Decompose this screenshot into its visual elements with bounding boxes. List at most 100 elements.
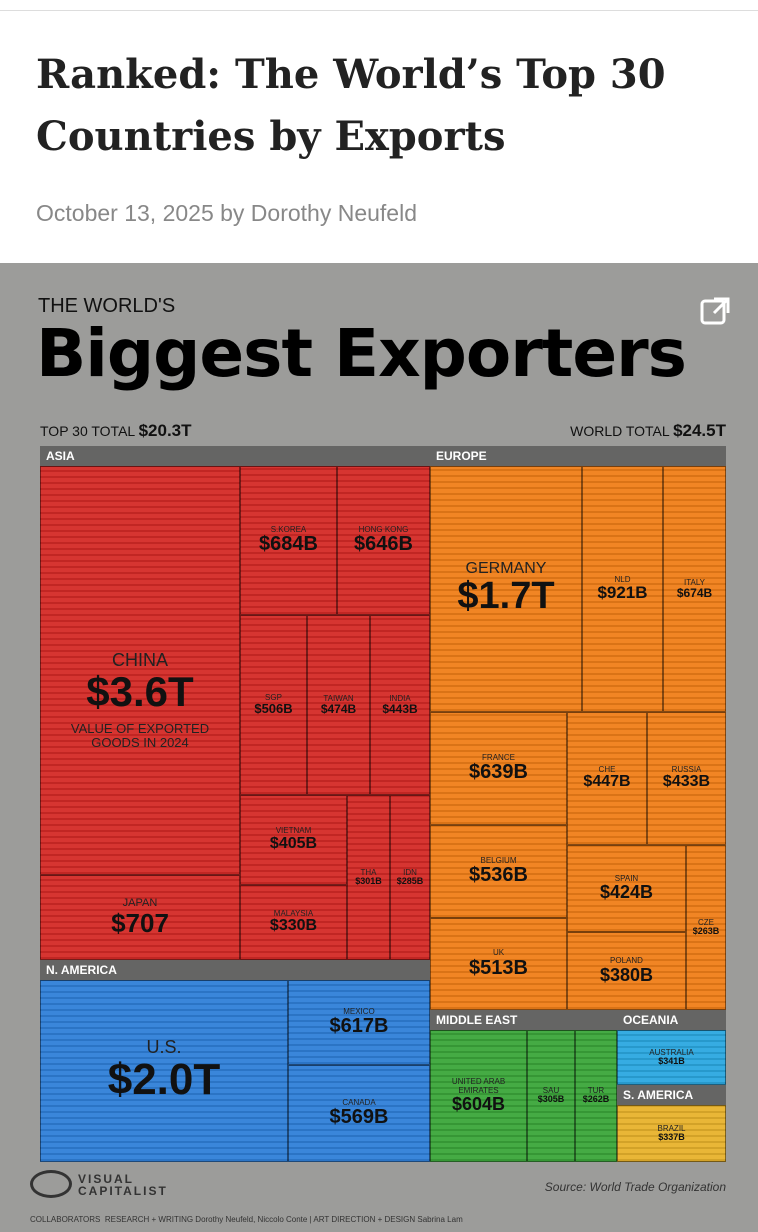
country-name: CANADA [342,1097,376,1107]
region-header: S. AMERICA [617,1085,726,1105]
country-name: CHE [598,764,616,774]
country-name: SGP [265,692,282,702]
country-name: THA [360,867,377,877]
country-tile: HONG KONG $646B [337,466,430,615]
country-name: CZE [698,917,714,927]
country-tile: U.S. $2.0T [40,980,288,1162]
country-tile: SAU $305B [527,1030,575,1162]
country-tile: S.KOREA $684B [240,466,337,615]
country-value: $707 [111,907,169,938]
infographic: THE WORLD'S Biggest Exporters TOP 30 TOT… [0,263,758,1232]
region-header: EUROPE [430,446,726,466]
world-total-label: WORLD TOTAL [570,423,670,439]
country-value: $443B [382,701,418,716]
credits: COLLABORATORS RESEARCH + WRITING Dorothy… [30,1215,463,1224]
country-name: BRAZIL [657,1123,686,1133]
source: Source: World Trade Organization [544,1180,726,1194]
country-name: UK [492,948,505,958]
divider [0,10,758,11]
country-tile: FRANCE $639B [430,712,567,825]
expand-icon[interactable] [700,295,732,327]
country-name: VIETNAM [275,826,312,836]
country-value: $1.7T [457,575,555,618]
country-tile: CHE $447B [567,712,647,845]
country-name: FRANCE [482,752,515,762]
country-value: $380B [599,964,654,985]
country-value: $405B [269,834,318,852]
infographic-title: Biggest Exporters [36,315,687,392]
country-tile: MEXICO $617B [288,980,430,1065]
kicker: THE WORLD'S [38,295,176,317]
country-name: NLD [614,574,631,584]
country-tile: BELGIUM $536B [430,825,567,918]
treemap: CHINA $3.6T VALUE OF EXPORTED GOODS IN 202… [0,263,758,1232]
country-name: MALAYSIA [273,908,314,918]
top-total: TOP 30 TOTAL $20.3T [40,421,192,441]
country-value: $617B [329,1015,389,1038]
country-name: SAU [542,1086,560,1096]
country-name: GERMANY [465,559,547,577]
country-tile: IDN $285B [390,795,430,960]
country-tile: AUSTRALIA $341B [617,1030,726,1085]
country-value: $424B [599,882,654,903]
country-tile: GERMANY $1.7T [430,466,582,712]
country-name: CHINA [111,650,168,671]
country-name: HONG KONG [358,524,409,534]
country-tile: TAIWAN $474B [307,615,370,795]
country-tile: UK $513B [430,918,567,1010]
country-tile: ITALY $674B [663,466,726,712]
country-name: ITALY [683,577,706,587]
country-value: $536B [469,864,528,887]
country-tile: CHINA $3.6T VALUE OF EXPORTED GOODS IN 202… [40,466,240,875]
country-name: TAIWAN [323,693,354,703]
country-tile: VIETNAM $405B [240,795,347,885]
country-tile: UNITED ARAB EMIRATES $604B [430,1030,527,1162]
country-value: $263B [692,925,720,936]
world-total: WORLD TOTAL $24.5T [570,421,726,441]
country-name: UNITED ARAB EMIRATES [451,1077,506,1095]
country-name: SPAIN [614,873,639,883]
country-name: IDN [403,867,417,877]
country-value: $604B [451,1093,506,1114]
country-tile: MALAYSIA $330B [240,885,347,960]
country-value: $639B [469,761,528,784]
country-tile: JAPAN $707 [40,875,240,960]
country-name: S.KOREA [270,524,307,534]
country-tile: CZE $263B [686,845,726,1010]
country-name: POLAND [610,956,643,966]
country-tile: SGP $506B [240,615,307,795]
country-name: AUSTRALIA [649,1047,694,1057]
country-tile: THA $301B [347,795,390,960]
country-value: $433B [662,773,711,791]
country-tile: RUSSIA $433B [647,712,726,845]
country-name: MEXICO [343,1006,375,1016]
region-header: N. AMERICA [40,960,430,980]
country-value: $3.6T [86,668,194,716]
article-title: Ranked: The World’s Top 30 Countries by … [36,51,666,160]
country-note: VALUE OF EXPORTED GOODS IN 2024 [70,721,210,750]
brand-logo [30,1170,72,1198]
region-header: OCEANIA [617,1010,726,1030]
country-value: $285B [396,875,424,886]
country-name: U.S. [146,1037,182,1058]
country-value: $341B [658,1055,685,1066]
country-value: $301B [355,875,382,886]
country-tile: TUR $262B [575,1030,617,1162]
region-header: ASIA [40,446,430,466]
country-name: TUR [587,1086,605,1096]
country-name: BELGIUM [480,855,517,865]
country-value: $262B [582,1094,610,1105]
country-value: $474B [320,701,357,716]
country-tile: SPAIN $424B [567,845,686,932]
country-name: INDIA [389,693,411,703]
country-value: $2.0T [107,1055,221,1105]
country-value: $337B [658,1131,685,1142]
country-tile: NLD $921B [582,466,663,712]
country-tile: CANADA $569B [288,1065,430,1162]
country-value: $674B [676,585,713,600]
country-value: $305B [537,1094,565,1105]
country-value: $684B [259,533,318,556]
country-tile: BRAZIL $337B [617,1105,726,1162]
country-name: RUSSIA [671,764,702,774]
